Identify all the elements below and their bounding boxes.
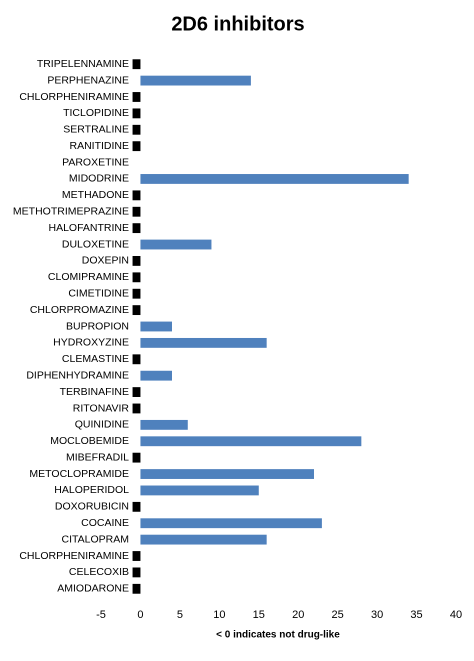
x-tick-label: 35	[410, 609, 422, 621]
bar	[132, 501, 141, 512]
y-tick-label: AMIODARONE	[57, 583, 129, 595]
y-tick-label: CITALOPRAM	[62, 533, 129, 545]
x-tick-label: 5	[177, 609, 183, 621]
bar	[140, 337, 267, 348]
x-tick-label: 0	[137, 609, 143, 621]
bar	[132, 583, 141, 594]
y-tick-label: DULOXETINE	[62, 238, 129, 250]
y-tick-label: HALOFANTRINE	[48, 222, 129, 234]
chart-title: 2D6 inhibitors	[171, 13, 304, 35]
bar	[132, 206, 141, 217]
y-tick-label: HYDROXYZINE	[53, 337, 129, 349]
y-tick-label: RANITIDINE	[69, 140, 129, 152]
x-tick-label: 40	[450, 609, 462, 621]
bar	[132, 141, 141, 152]
y-tick-label: COCAINE	[81, 517, 129, 529]
x-tick-label: 25	[332, 609, 344, 621]
y-tick-label: METHOTRIMEPRAZINE	[13, 206, 129, 218]
y-tick-label: CLEMASTINE	[62, 353, 129, 365]
bar	[140, 419, 188, 430]
bar	[140, 174, 409, 184]
bar	[132, 567, 141, 578]
bar	[132, 92, 141, 102]
bar	[132, 124, 141, 135]
bar	[140, 239, 212, 250]
y-tick-label: BUPROPION	[66, 320, 129, 332]
bar	[132, 223, 141, 234]
bar	[132, 256, 141, 266]
bar	[140, 321, 172, 332]
bar	[140, 75, 251, 86]
bar	[140, 436, 362, 447]
y-tick-label: METHADONE	[62, 189, 129, 201]
y-tick-label: PERPHENAZINE	[47, 74, 129, 86]
y-tick-label: MOCLOBEMIDE	[50, 435, 129, 447]
y-tick-label: CLOMIPRAMINE	[48, 271, 129, 283]
bar	[140, 485, 259, 496]
bar	[132, 387, 141, 397]
y-tick-label: RITONAVIR	[73, 402, 130, 414]
y-tick-label: CHLORPROMAZINE	[30, 304, 129, 316]
bar	[132, 59, 141, 70]
bar	[140, 518, 322, 529]
y-tick-label: CHLORPHENIRAMINE	[19, 550, 129, 562]
bar	[132, 190, 141, 201]
y-tick-label: MIDODRINE	[69, 173, 129, 185]
y-tick-label: CHLORPHENIRAMINE	[19, 91, 129, 103]
x-tick-label: 15	[253, 609, 265, 621]
y-tick-label: PAROXETINE	[62, 156, 129, 168]
bar	[132, 452, 141, 463]
y-tick-label: DOXORUBICIN	[55, 501, 129, 513]
bar	[132, 108, 141, 119]
y-tick-label: MIBEFRADIL	[66, 451, 129, 463]
y-tick-label: TICLOPIDINE	[63, 107, 129, 119]
x-tick-label: 10	[213, 609, 225, 621]
y-tick-label: DIPHENHYDRAMINE	[26, 369, 129, 381]
x-tick-label: 20	[292, 609, 304, 621]
y-tick-label: TRIPELENNAMINE	[37, 58, 129, 70]
y-tick-label: TERBINAFINE	[60, 386, 129, 398]
y-tick-label: CELECOXIB	[69, 566, 129, 578]
bar	[140, 534, 267, 545]
bar	[132, 288, 141, 299]
x-tick-label: 30	[371, 609, 383, 621]
y-tick-label: DOXEPIN	[82, 255, 129, 267]
y-tick-label: SERTRALINE	[63, 124, 129, 136]
y-tick-label: CIMETIDINE	[68, 287, 129, 299]
x-axis-label: < 0 indicates not drug-like	[216, 630, 340, 641]
y-tick-label: METOCLOPRAMIDE	[29, 468, 129, 480]
bar	[132, 403, 141, 414]
bar	[132, 551, 141, 561]
x-tick-label: -5	[96, 609, 106, 621]
y-tick-label: HALOPERIDOL	[54, 484, 129, 496]
bar	[132, 305, 141, 316]
bar	[132, 354, 141, 365]
bar	[140, 370, 172, 381]
bar	[132, 272, 141, 283]
bar	[140, 469, 314, 479]
y-tick-label: QUINIDINE	[75, 419, 129, 431]
